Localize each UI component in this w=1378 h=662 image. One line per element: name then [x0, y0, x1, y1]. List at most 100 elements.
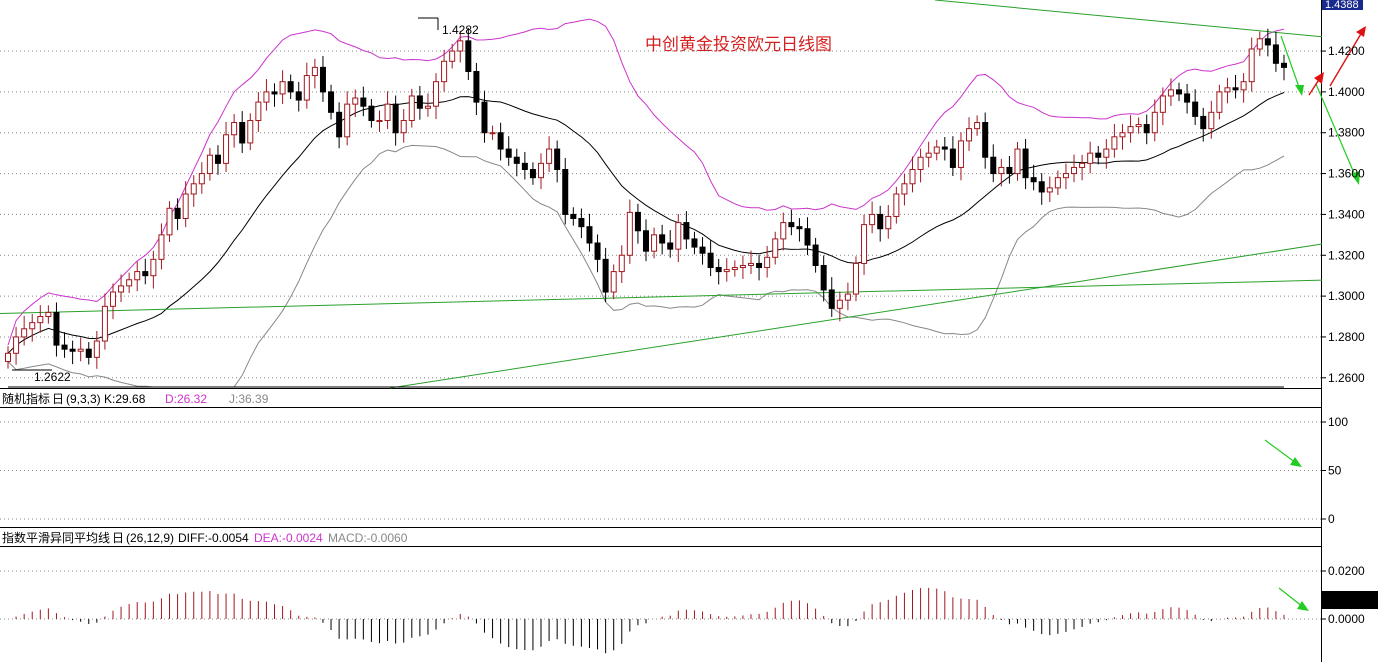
candle-body — [1046, 187, 1053, 193]
candle-body — [1240, 81, 1247, 91]
candle-body — [812, 244, 819, 266]
price-axis: 1.4388 1.2600 1.2800 1.3000 1.3200 1.3400 1.3… — [1321, 0, 1365, 385]
candle-body — [101, 305, 108, 342]
candle-body — [723, 269, 730, 273]
candle-body — [384, 103, 391, 121]
candle-body — [1192, 101, 1199, 117]
candle-body — [513, 156, 520, 164]
candle-body — [715, 267, 722, 273]
candle-body — [966, 128, 973, 142]
candle-body — [1159, 95, 1166, 113]
candle-body — [328, 91, 335, 113]
candle-body — [820, 264, 827, 291]
kdj-d-value: D:26.32 — [165, 392, 207, 406]
candle-body — [642, 230, 650, 252]
candle-body — [505, 148, 512, 158]
candle-body — [303, 75, 310, 101]
candle-body — [618, 254, 625, 273]
candle-body — [836, 299, 843, 309]
arrow-down-green-icon — [1351, 171, 1360, 185]
kdj-header: 随机指标 日 (9,3,3) K:29.68 D:26.32 J:36.39 — [2, 391, 269, 406]
candle-body — [150, 258, 157, 277]
candle-body — [925, 152, 932, 158]
candle-body — [1087, 152, 1094, 164]
kdj-j-value: J:36.39 — [229, 392, 269, 406]
candle-body — [634, 211, 641, 232]
macd-dea-value: DEA:-0.0024 — [254, 531, 323, 545]
boll-upper-path — [7, 18, 1285, 346]
candle-body — [747, 262, 754, 266]
kdj-params: (9,3,3) — [66, 392, 101, 406]
kdj-axis: 100 50 0 — [1321, 415, 1348, 526]
candle-body — [1095, 152, 1102, 158]
candle-body — [828, 289, 835, 309]
high-marker: 1.4282 — [418, 17, 479, 37]
candle-body — [756, 262, 763, 269]
candlesticks — [4, 27, 1288, 369]
candle-body — [1200, 115, 1207, 130]
arrow-down-green-icon — [1295, 85, 1304, 96]
candle-body — [158, 234, 165, 260]
kdj-k-value: K:29.68 — [104, 392, 146, 406]
candle-body — [295, 91, 302, 101]
candle-body — [45, 311, 52, 318]
candle-body — [85, 348, 92, 358]
candle-body — [457, 40, 464, 52]
candle-body — [61, 344, 68, 350]
candle-body — [182, 193, 189, 220]
kdj-gridlines — [0, 421, 1321, 520]
candle-body — [909, 168, 916, 185]
candle-body — [578, 218, 585, 228]
macd-header: 指数平滑异同平均线 日 (26,12,9) DIFF:-0.0054 DEA:-… — [2, 530, 408, 545]
candle-body — [764, 256, 771, 269]
candle-body — [1151, 111, 1158, 134]
high-label: 1.4282 — [442, 23, 479, 37]
candle-body — [263, 91, 270, 103]
svg-text:随机指标: 随机指标 — [2, 391, 50, 406]
candle-body — [731, 267, 738, 271]
chart-title: 中创黄金投资欧元日线图 — [645, 35, 832, 54]
candle-body — [344, 103, 351, 138]
candle-body — [796, 226, 803, 230]
candle-body — [190, 183, 197, 195]
candle-body — [982, 122, 989, 158]
current-price-label: 1.4388 — [1325, 0, 1359, 11]
candle-body — [893, 193, 900, 217]
candle-body — [933, 146, 940, 154]
price-tick-label: 1.2600 — [1328, 371, 1365, 385]
candle-body — [223, 134, 230, 164]
candle-body — [707, 252, 714, 269]
candle-body — [1103, 148, 1110, 158]
arrow-up-red-icon — [1356, 26, 1366, 37]
candle-body — [424, 105, 431, 109]
candle-body — [400, 119, 407, 134]
kdj-name: 随机指标 — [2, 391, 50, 406]
candle-body — [1216, 91, 1223, 113]
candle-body — [788, 222, 795, 228]
candle-body — [586, 226, 593, 244]
candle-body — [1248, 48, 1255, 83]
current-price-box — [1322, 0, 1363, 10]
candle-body — [1224, 87, 1231, 93]
price-tick-label: 1.3000 — [1328, 289, 1365, 303]
candle-body — [651, 234, 658, 252]
candle-body — [352, 97, 359, 105]
candle-body — [368, 105, 375, 121]
candle-body — [683, 222, 690, 240]
candle-body — [675, 222, 682, 250]
candle-body — [998, 166, 1005, 175]
candle-body — [877, 213, 884, 230]
candle-body — [990, 156, 997, 175]
price-tick-label: 1.4200 — [1328, 44, 1365, 58]
candle-body — [174, 207, 181, 220]
candle-body — [21, 328, 28, 338]
candle-body — [37, 316, 44, 324]
macd-params: (26,12,9) — [126, 531, 174, 545]
candle-body — [449, 50, 456, 62]
candle-body — [392, 103, 399, 134]
candle-body — [844, 293, 851, 301]
macd-histogram — [15, 587, 1285, 654]
candle-body — [1143, 124, 1150, 134]
candle-body — [1208, 111, 1215, 130]
candle-body — [1014, 148, 1021, 175]
